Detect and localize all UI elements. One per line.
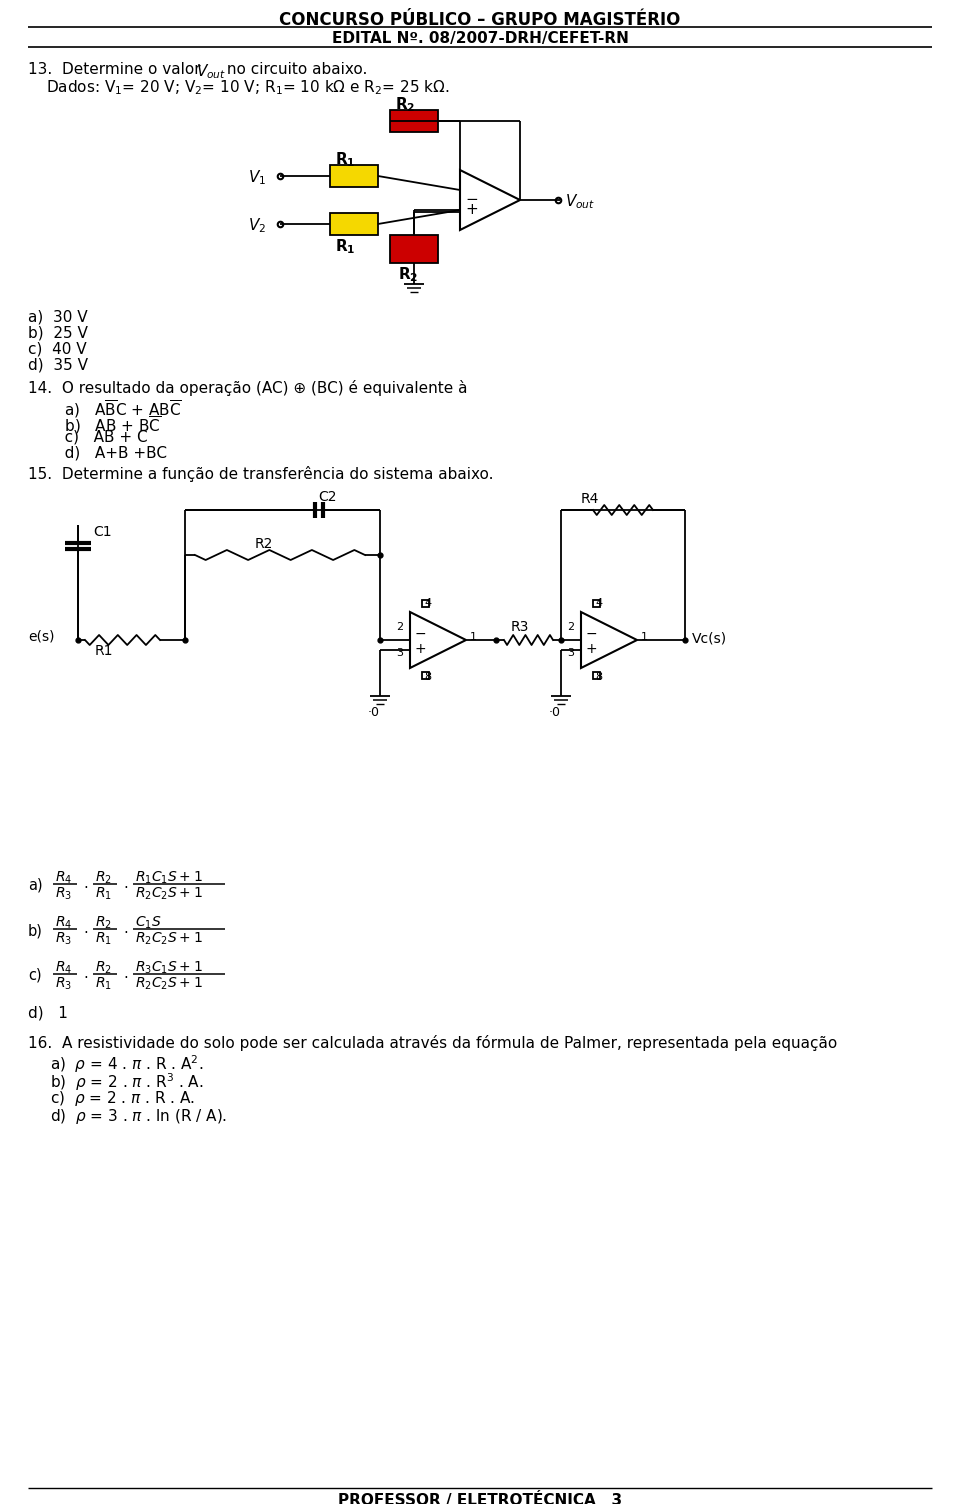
Text: R1: R1 [95, 644, 113, 659]
Text: 16.  A resistividade do solo pode ser calculada através da fórmula de Palmer, re: 16. A resistividade do solo pode ser cal… [28, 1035, 837, 1051]
Text: $\mathbf{R_2}$: $\mathbf{R_2}$ [398, 265, 419, 284]
Text: d)  $\rho$ = 3 . $\pi$ . ln (R / A).: d) $\rho$ = 3 . $\pi$ . ln (R / A). [50, 1107, 228, 1126]
Text: 1: 1 [470, 632, 477, 642]
Text: c)   AB + C: c) AB + C [50, 430, 148, 445]
Text: $R_2C_2S+1$: $R_2C_2S+1$ [135, 886, 203, 902]
Bar [330, 165, 378, 186]
Text: .: . [123, 920, 128, 935]
Text: $V_{out}$: $V_{out}$ [565, 193, 595, 211]
Text: c): c) [28, 969, 41, 984]
Text: CONCURSO PÚBLICO – GRUPO MAGISTÉRIO: CONCURSO PÚBLICO – GRUPO MAGISTÉRIO [279, 11, 681, 29]
Text: $+$: $+$ [414, 642, 426, 656]
Text: .: . [123, 966, 128, 981]
Text: $R_3$: $R_3$ [55, 886, 72, 902]
Text: ·0: ·0 [368, 705, 380, 719]
Text: $R_3C_1S+1$: $R_3C_1S+1$ [135, 960, 203, 976]
Text: $R_2$: $R_2$ [95, 960, 112, 976]
Text: c)  $\rho$ = 2 . $\pi$ . R . A.: c) $\rho$ = 2 . $\pi$ . R . A. [50, 1089, 195, 1108]
Text: ·0: ·0 [549, 705, 561, 719]
Text: d)   A+B +BC: d) A+B +BC [50, 447, 167, 462]
Text: b)  25 V: b) 25 V [28, 326, 88, 341]
Text: $R_1$: $R_1$ [95, 976, 112, 993]
Text: R2: R2 [255, 537, 274, 550]
Bar [422, 600, 429, 608]
Text: $R_2C_2S+1$: $R_2C_2S+1$ [135, 976, 203, 993]
Text: $\mathbf{R_1}$: $\mathbf{R_1}$ [335, 150, 355, 168]
Text: $+$: $+$ [585, 642, 597, 656]
Text: $V_{out}$: $V_{out}$ [196, 62, 227, 81]
Bar [593, 600, 600, 608]
Text: no circuito abaixo.: no circuito abaixo. [222, 62, 368, 77]
Text: $V_2$: $V_2$ [248, 217, 266, 235]
Text: .: . [83, 920, 87, 935]
Text: 8: 8 [595, 672, 602, 681]
Text: 4: 4 [595, 599, 602, 608]
Text: c)  40 V: c) 40 V [28, 341, 86, 356]
Text: $R_2C_2S+1$: $R_2C_2S+1$ [135, 931, 203, 948]
Text: $C_1S$: $C_1S$ [135, 914, 161, 931]
Text: $R_2$: $R_2$ [95, 869, 112, 886]
Text: 1: 1 [641, 632, 648, 642]
Text: .: . [123, 875, 128, 890]
Text: 2: 2 [396, 623, 403, 632]
Text: $+$: $+$ [465, 202, 478, 217]
Text: .: . [83, 875, 87, 890]
Text: $V_1$: $V_1$ [248, 168, 266, 186]
Text: .: . [83, 966, 87, 981]
Text: $R_1$: $R_1$ [95, 886, 112, 902]
Text: a)  $\rho$ = 4 . $\pi$ . R . A$^2$.: a) $\rho$ = 4 . $\pi$ . R . A$^2$. [50, 1053, 204, 1075]
Text: e(s): e(s) [28, 630, 55, 644]
Text: $-$: $-$ [585, 626, 597, 641]
Text: $R_4$: $R_4$ [55, 869, 72, 886]
Text: a)  30 V: a) 30 V [28, 310, 87, 325]
Text: 13.  Determine o valor: 13. Determine o valor [28, 62, 205, 77]
Text: b)   AB + B$\overline{\mathrm{C}}$: b) AB + B$\overline{\mathrm{C}}$ [50, 414, 161, 436]
Text: $-$: $-$ [465, 190, 478, 205]
Bar [330, 214, 378, 235]
Bar [390, 110, 438, 132]
Bar [390, 235, 438, 263]
Text: $\mathbf{R_2}$: $\mathbf{R_2}$ [395, 95, 416, 114]
Bar [422, 672, 429, 678]
Text: 4: 4 [424, 599, 431, 608]
Text: a)   A$\overline{\mathrm{B}}$C + AB$\overline{\mathrm{C}}$: a) A$\overline{\mathrm{B}}$C + AB$\overl… [50, 399, 182, 420]
Text: R3: R3 [511, 620, 529, 635]
Text: $R_4$: $R_4$ [55, 960, 72, 976]
Text: R4: R4 [581, 492, 599, 505]
Text: C2: C2 [318, 490, 337, 504]
Text: Vc(s): Vc(s) [692, 632, 727, 647]
Text: 3: 3 [396, 648, 403, 659]
Text: d)  35 V: d) 35 V [28, 358, 88, 373]
Text: $R_3$: $R_3$ [55, 931, 72, 948]
Text: 14.  O resultado da operação (AC) ⊕ (BC) é equivalente à: 14. O resultado da operação (AC) ⊕ (BC) … [28, 381, 468, 396]
Text: 3: 3 [567, 648, 574, 659]
Text: EDITAL Nº. 08/2007-DRH/CEFET-RN: EDITAL Nº. 08/2007-DRH/CEFET-RN [331, 32, 629, 47]
Text: $R_1$: $R_1$ [95, 931, 112, 948]
Text: 8: 8 [424, 672, 431, 681]
Text: 2: 2 [567, 623, 574, 632]
Text: $\mathbf{R_1}$: $\mathbf{R_1}$ [335, 238, 355, 256]
Text: $R_2$: $R_2$ [95, 914, 112, 931]
Text: b): b) [28, 923, 43, 938]
Text: 15.  Determine a função de transferência do sistema abaixo.: 15. Determine a função de transferência … [28, 466, 493, 481]
Bar [593, 672, 600, 678]
Text: $R_4$: $R_4$ [55, 914, 72, 931]
Text: C1: C1 [93, 525, 111, 538]
Text: d)   1: d) 1 [28, 1005, 68, 1020]
Text: a): a) [28, 878, 42, 893]
Text: PROFESSOR / ELETROTÉCNICA   3: PROFESSOR / ELETROTÉCNICA 3 [338, 1492, 622, 1504]
Text: Dados: V$_1$= 20 V; V$_2$= 10 V; R$_1$= 10 k$\Omega$ e R$_2$= 25 k$\Omega$.: Dados: V$_1$= 20 V; V$_2$= 10 V; R$_1$= … [46, 78, 449, 96]
Text: $R_3$: $R_3$ [55, 976, 72, 993]
Text: $R_1C_1S+1$: $R_1C_1S+1$ [135, 869, 203, 886]
Text: $-$: $-$ [414, 626, 426, 641]
Text: b)  $\rho$ = 2 . $\pi$ . R$^3$ . A.: b) $\rho$ = 2 . $\pi$ . R$^3$ . A. [50, 1071, 204, 1093]
